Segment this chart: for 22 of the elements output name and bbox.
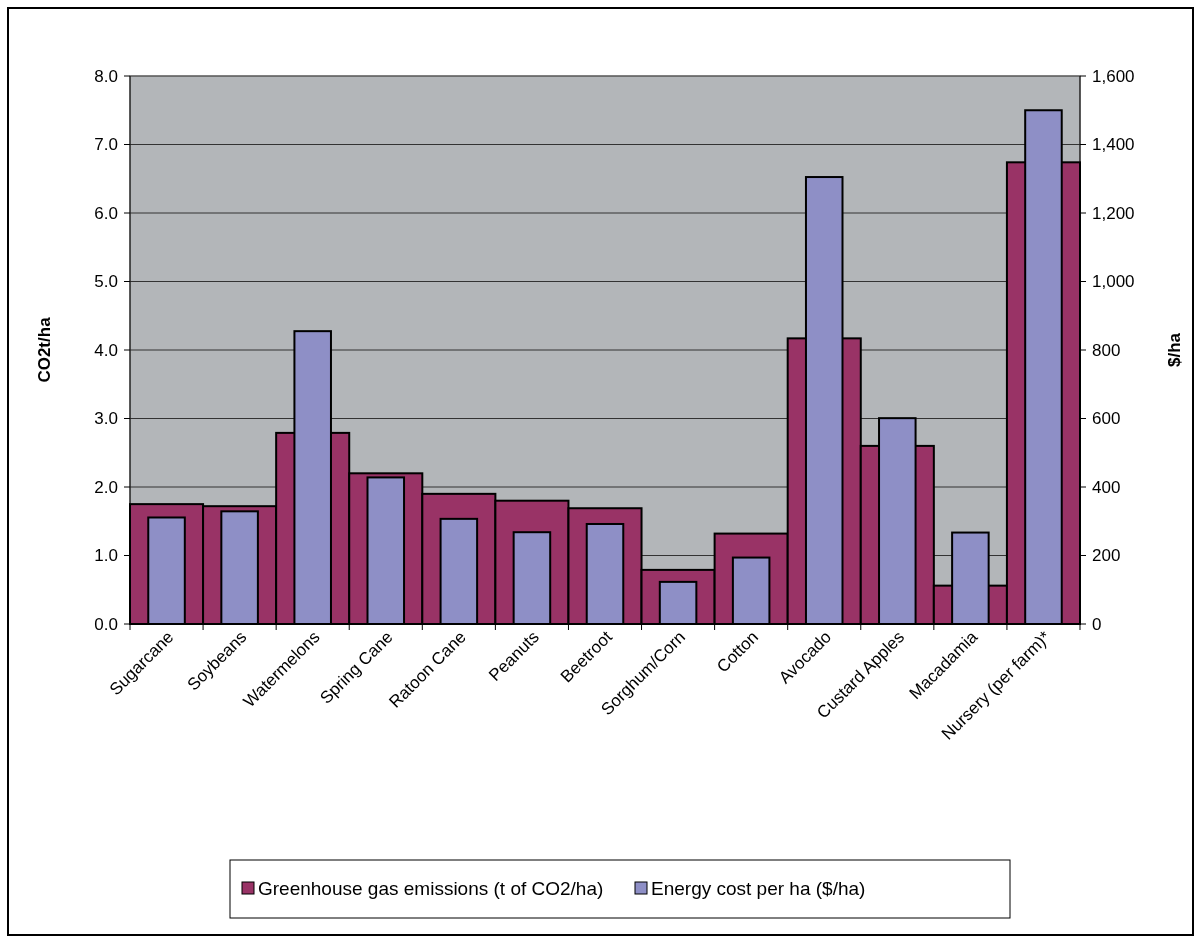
- y2-tick-label: 1,000: [1092, 272, 1135, 292]
- y2-tick-label: 1,200: [1092, 203, 1135, 223]
- y-tick-label: 2.0: [94, 477, 118, 497]
- y-tick-label: 7.0: [94, 135, 118, 155]
- y-tick-label: 1.0: [94, 546, 118, 566]
- y-tick-label: 5.0: [94, 272, 118, 292]
- legend-label: Greenhouse gas emissions (t of CO2/ha): [258, 877, 604, 899]
- y2-tick-label: 1,600: [1092, 66, 1135, 86]
- y-tick-label: 4.0: [94, 340, 118, 360]
- y2-axis-title: $/ha: [1165, 332, 1184, 368]
- y2-tick-label: 600: [1092, 409, 1121, 429]
- y-tick-label: 8.0: [94, 66, 118, 86]
- y2-tick-label: 0: [1092, 614, 1102, 634]
- y-tick-label: 3.0: [94, 409, 118, 429]
- legend-label: Energy cost per ha ($/ha): [651, 877, 866, 899]
- y2-tick-label: 200: [1092, 546, 1121, 566]
- y-tick-label: 0.0: [94, 614, 118, 634]
- y2-tick-label: 800: [1092, 340, 1121, 360]
- y-axis-title: CO2t/ha: [35, 316, 54, 383]
- y2-tick-label: 1,400: [1092, 135, 1135, 155]
- y2-tick-label: 400: [1092, 477, 1121, 497]
- y-tick-label: 6.0: [94, 203, 118, 223]
